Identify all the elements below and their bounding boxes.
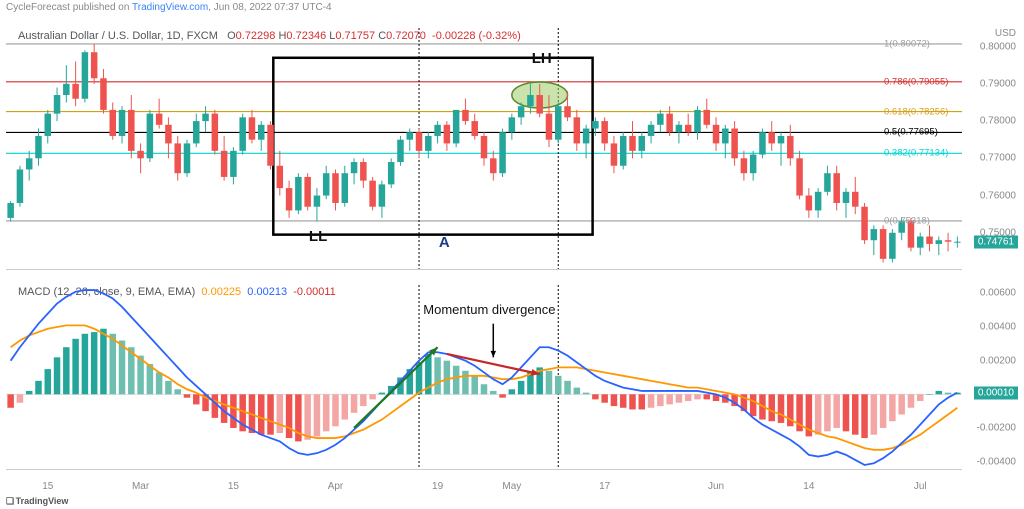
price-ytick: 0.76000 [980, 190, 1016, 201]
momentum-divergence-label: Momentum divergence [423, 302, 555, 317]
x-tick: Apr [328, 481, 344, 492]
fib-label: 0(0.75318) [884, 215, 930, 226]
x-tick: 15 [228, 481, 239, 492]
chart-letter: A [439, 234, 450, 251]
macd-badge: 0.00010 [974, 386, 1018, 399]
price-y-axis: USD 0.750000.760000.770000.780000.790000… [962, 28, 1018, 270]
chart-letter: LH [532, 50, 552, 67]
tradingview-logo: ❏ TradingView [6, 496, 68, 507]
macd-ytick: 0.00400 [980, 322, 1016, 333]
x-tick: Jun [708, 481, 724, 492]
price-badge: 0.74761 [974, 235, 1018, 248]
price-ytick: 0.79000 [980, 78, 1016, 89]
x-tick: Mar [132, 481, 149, 492]
publish-header: CycleForecast published on TradingView.c… [6, 2, 332, 13]
x-tick: 17 [599, 481, 610, 492]
y-axis-unit: USD [995, 28, 1016, 39]
macd-ytick: 0.00600 [980, 288, 1016, 299]
fib-label: 0.382(0.77134) [884, 148, 948, 159]
macd-ytick: -0.00400 [977, 456, 1016, 467]
fib-label: 1(0.80072) [884, 38, 930, 49]
x-tick: 14 [803, 481, 814, 492]
publisher: CycleForecast [6, 2, 70, 13]
price-ytick: 0.80000 [980, 41, 1016, 52]
pub-text: published on [73, 2, 130, 13]
x-axis: 15 Mar 15 Apr 19 May 17 Jun 14 Jul [6, 481, 962, 495]
chart-letter: LL [309, 228, 327, 245]
price-ytick: 0.77000 [980, 153, 1016, 164]
fib-label: 0.786(0.79055) [884, 76, 948, 87]
price-chart[interactable] [6, 28, 962, 270]
macd-y-axis: -0.00400 -0.00200 0.00200 0.00400 0.00600 [962, 285, 1018, 470]
x-tick: Jul [914, 481, 927, 492]
x-tick: May [502, 481, 521, 492]
pub-datetime: Jun 08, 2022 07:37 UTC-4 [214, 2, 332, 13]
x-tick: 19 [432, 481, 443, 492]
price-ytick: 0.78000 [980, 116, 1016, 127]
macd-ytick: -0.00200 [977, 422, 1016, 433]
site-link[interactable]: TradingView.com [132, 2, 208, 13]
macd-ytick: 0.00200 [980, 355, 1016, 366]
x-tick: 15 [42, 481, 53, 492]
fib-label: 0.618(0.78256) [884, 106, 948, 117]
fib-label: 0.5(0.77695) [884, 127, 938, 138]
